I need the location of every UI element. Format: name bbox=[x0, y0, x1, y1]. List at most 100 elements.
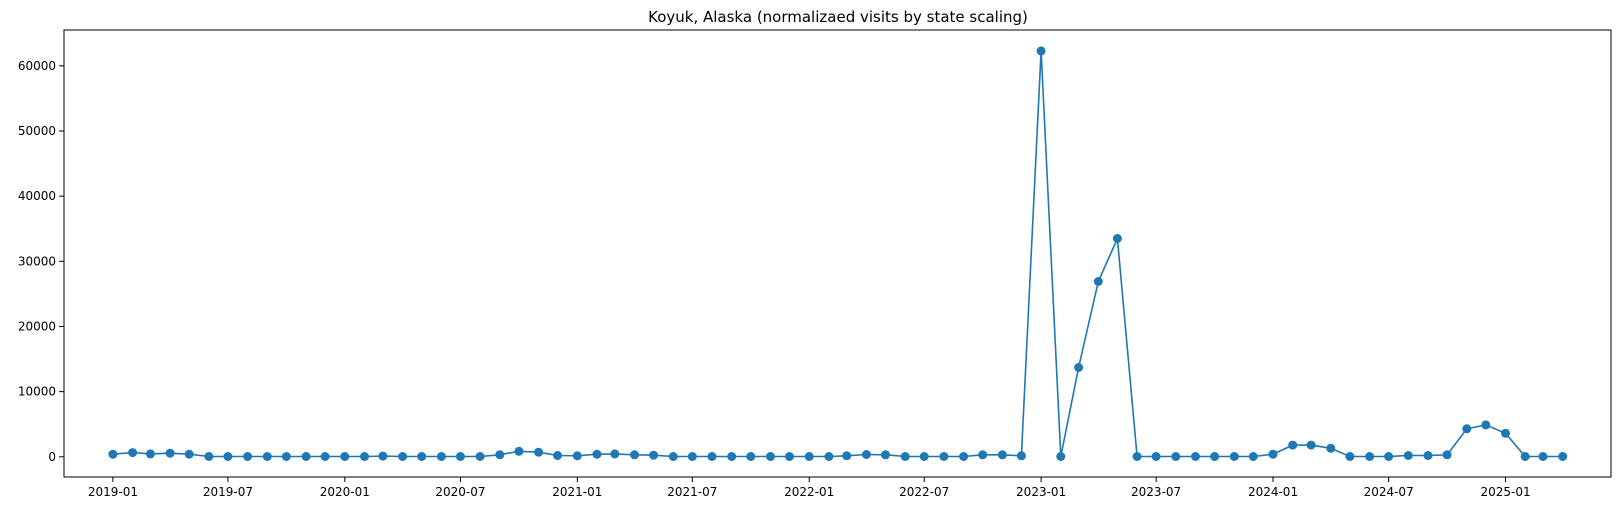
data-point bbox=[165, 448, 175, 458]
data-point bbox=[687, 452, 697, 461]
axes-frame bbox=[63, 29, 1612, 478]
y-tick-label: 0 bbox=[48, 450, 56, 464]
y-tick-label: 50000 bbox=[18, 124, 56, 138]
data-point bbox=[514, 446, 524, 456]
data-point bbox=[939, 452, 949, 461]
data-point bbox=[1365, 452, 1375, 461]
data-point bbox=[1558, 452, 1568, 461]
data-point bbox=[1268, 449, 1278, 459]
x-tick-label: 2021-01 bbox=[552, 485, 602, 499]
data-point bbox=[417, 452, 427, 461]
data-point bbox=[707, 452, 717, 461]
data-point bbox=[1151, 452, 1161, 461]
series-line bbox=[112, 50, 1563, 458]
data-point bbox=[804, 452, 814, 461]
data-point bbox=[360, 452, 369, 461]
data-point bbox=[861, 450, 871, 459]
plot-area bbox=[108, 46, 1568, 461]
y-tick-label: 10000 bbox=[18, 385, 56, 399]
data-point bbox=[1345, 452, 1355, 461]
x-axis: 2019-01 2019-07 2020-01 2020-07 2021-01 2021-… bbox=[88, 477, 1531, 499]
data-point bbox=[592, 449, 602, 459]
data-point bbox=[378, 451, 388, 461]
x-tick-label: 2024-07 bbox=[1364, 485, 1414, 499]
y-tick-label: 60000 bbox=[18, 59, 56, 73]
data-point bbox=[534, 447, 544, 457]
data-point bbox=[978, 450, 988, 460]
chart-title: Koyuk, Alaska (normalizaed visits by sta… bbox=[648, 8, 1028, 26]
data-point bbox=[1306, 440, 1316, 450]
x-tick-label: 2019-01 bbox=[88, 485, 138, 499]
x-tick-label: 2020-07 bbox=[435, 485, 485, 499]
y-axis: 0 10000 20000 30000 40000 50000 60000 bbox=[18, 59, 64, 464]
data-points bbox=[108, 46, 1568, 461]
data-point bbox=[281, 452, 291, 461]
data-point bbox=[727, 452, 737, 461]
x-tick-label: 2022-07 bbox=[899, 485, 949, 499]
data-point bbox=[630, 450, 639, 460]
data-point bbox=[1501, 428, 1510, 438]
data-point bbox=[1171, 452, 1181, 461]
data-point bbox=[610, 449, 620, 459]
data-point bbox=[145, 449, 155, 459]
data-point bbox=[1210, 452, 1220, 461]
data-point bbox=[824, 452, 834, 461]
data-point bbox=[1074, 363, 1084, 372]
x-tick-label: 2021-07 bbox=[667, 485, 717, 499]
data-point bbox=[1036, 46, 1046, 56]
data-point bbox=[1403, 451, 1413, 460]
data-point bbox=[649, 450, 659, 460]
data-point bbox=[785, 452, 794, 461]
data-point bbox=[1016, 451, 1026, 461]
data-point bbox=[1520, 452, 1530, 461]
data-point bbox=[900, 452, 910, 461]
x-tick-label: 2023-07 bbox=[1131, 485, 1181, 499]
x-tick-label: 2019-07 bbox=[203, 485, 253, 499]
data-point bbox=[1462, 424, 1472, 434]
data-point bbox=[1229, 452, 1239, 461]
data-point bbox=[223, 452, 233, 461]
data-point bbox=[842, 451, 852, 461]
data-point bbox=[475, 452, 485, 461]
data-point bbox=[1384, 452, 1394, 461]
data-point bbox=[1326, 443, 1336, 453]
data-point bbox=[881, 450, 890, 460]
data-point bbox=[553, 451, 563, 460]
data-point bbox=[766, 452, 775, 461]
data-point bbox=[997, 450, 1007, 460]
data-point bbox=[1248, 452, 1258, 461]
data-point bbox=[959, 452, 969, 461]
y-tick-label: 30000 bbox=[18, 254, 56, 268]
data-point bbox=[1442, 450, 1452, 460]
y-tick-label: 40000 bbox=[18, 189, 56, 203]
y-tick-label: 20000 bbox=[18, 319, 56, 333]
data-point bbox=[455, 452, 465, 461]
data-point bbox=[919, 452, 929, 461]
data-point bbox=[668, 452, 678, 461]
data-point bbox=[1191, 452, 1200, 461]
data-point bbox=[204, 452, 214, 461]
data-point bbox=[1538, 452, 1548, 461]
data-point bbox=[301, 452, 311, 461]
data-point bbox=[495, 450, 505, 460]
data-point bbox=[1093, 277, 1103, 286]
x-tick-label: 2023-01 bbox=[1016, 485, 1066, 499]
data-point bbox=[398, 452, 408, 461]
data-point bbox=[108, 449, 118, 459]
data-point bbox=[572, 451, 582, 461]
data-point bbox=[340, 452, 350, 461]
data-point bbox=[1288, 440, 1298, 450]
data-point bbox=[1132, 452, 1142, 461]
data-point bbox=[243, 452, 253, 461]
data-point bbox=[1481, 420, 1491, 430]
data-point bbox=[128, 448, 138, 458]
x-tick-label: 2022-01 bbox=[784, 485, 834, 499]
x-tick-label: 2025-01 bbox=[1480, 485, 1530, 499]
data-point bbox=[262, 452, 272, 461]
data-point bbox=[746, 452, 756, 461]
data-point bbox=[184, 449, 194, 459]
data-point bbox=[1423, 451, 1433, 460]
data-point bbox=[1056, 452, 1066, 461]
data-point bbox=[320, 452, 330, 461]
